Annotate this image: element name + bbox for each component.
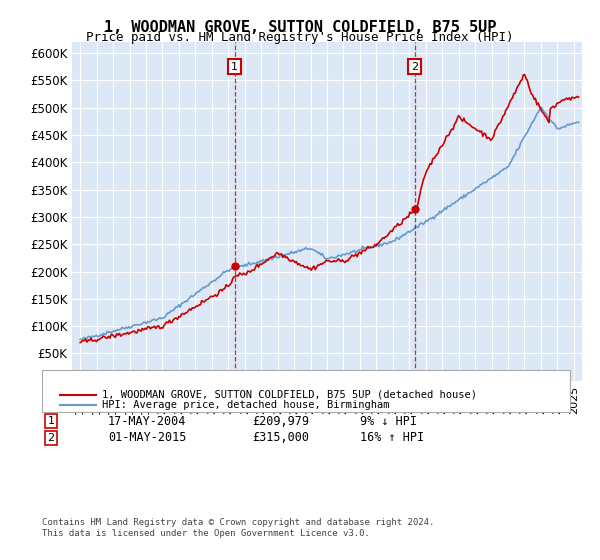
Text: 9% ↓ HPI: 9% ↓ HPI <box>360 414 417 428</box>
Text: 17-MAY-2004: 17-MAY-2004 <box>108 414 187 428</box>
Text: £209,979: £209,979 <box>252 414 309 428</box>
Text: 16% ↑ HPI: 16% ↑ HPI <box>360 431 424 445</box>
Text: 2: 2 <box>47 433 55 443</box>
Text: Contains HM Land Registry data © Crown copyright and database right 2024.
This d: Contains HM Land Registry data © Crown c… <box>42 518 434 538</box>
Text: 1, WOODMAN GROVE, SUTTON COLDFIELD, B75 5UP (detached house): 1, WOODMAN GROVE, SUTTON COLDFIELD, B75 … <box>102 390 477 400</box>
Text: 01-MAY-2015: 01-MAY-2015 <box>108 431 187 445</box>
Text: 1: 1 <box>231 62 238 72</box>
Text: 2: 2 <box>411 62 418 72</box>
Text: £315,000: £315,000 <box>252 431 309 445</box>
Text: 1: 1 <box>47 416 55 426</box>
Text: 1, WOODMAN GROVE, SUTTON COLDFIELD, B75 5UP: 1, WOODMAN GROVE, SUTTON COLDFIELD, B75 … <box>104 20 496 35</box>
Text: Price paid vs. HM Land Registry's House Price Index (HPI): Price paid vs. HM Land Registry's House … <box>86 31 514 44</box>
Text: HPI: Average price, detached house, Birmingham: HPI: Average price, detached house, Birm… <box>102 400 389 410</box>
